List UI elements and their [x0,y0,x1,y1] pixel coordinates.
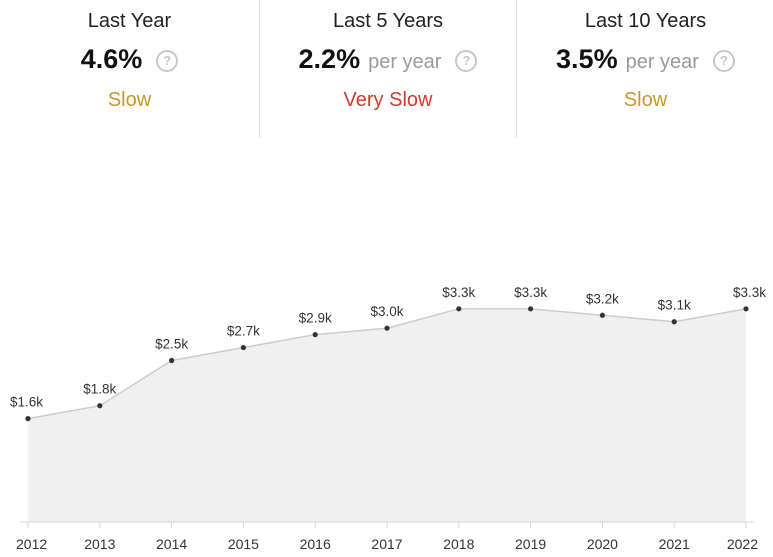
data-label: $1.8k [83,382,116,397]
data-point[interactable] [169,357,175,364]
x-tick-label: 2012 [16,536,47,552]
data-label: $3.2k [586,291,619,306]
question-circle-icon[interactable]: ? [455,50,478,72]
growth-area-chart: 2012 2013 2014 2015 2016 2017 2018 2019 2020 2021… [10,285,766,552]
data-label: $2.7k [227,324,260,339]
x-tick-label: 2017 [371,536,402,552]
stat-rating: Slow [107,89,152,111]
x-tick-label: 2022 [727,536,758,552]
data-label: $3.3k [514,285,547,300]
data-label: $3.0k [370,304,403,319]
data-label: $1.6k [10,395,43,410]
growth-stats: Last Year 4.6% ? Slow Last 5 Years 2.2% … [0,0,773,140]
stat-unit: per year [368,51,442,73]
stat-value: 3.5% [556,44,618,74]
area-fill [28,308,746,522]
stat-last-5-years: Last 5 Years 2.2% per year ? Very Slow [259,0,516,138]
x-tick-label: 2013 [84,536,115,552]
x-tick-label: 2019 [515,536,546,552]
stat-title: Last 5 Years [332,10,444,32]
stat-value-row: 4.6% ? [0,44,259,75]
data-label: $2.9k [299,311,332,326]
data-label: $3.3k [733,285,766,300]
stat-value-row: 2.2% per year ? [260,44,516,75]
stat-last-year: Last Year 4.6% ? Slow [0,0,259,138]
x-tick-label: 2021 [659,536,690,552]
stat-value-row: 3.5% per year ? [517,44,773,75]
stat-unit: per year [625,51,699,73]
data-label: $3.1k [658,298,691,313]
stat-title: Last Year [87,10,172,32]
stat-value: 2.2% [298,44,361,74]
data-point[interactable] [384,325,390,331]
stat-value: 4.6% [80,44,143,74]
data-points [25,306,749,422]
chart-area-layer [27,308,747,522]
data-point[interactable] [599,312,606,318]
data-point[interactable] [312,332,318,338]
data-point[interactable] [743,306,749,312]
data-point[interactable] [671,319,677,325]
x-axis: 2012 2013 2014 2015 2016 2017 2018 2019 2020 2021… [16,521,758,552]
x-tick-label: 2020 [587,536,618,552]
data-point[interactable] [97,403,103,409]
data-label: $3.3k [442,285,475,300]
x-tick-label: 2015 [228,536,259,552]
x-tick-label: 2018 [443,536,474,552]
question-circle-icon[interactable]: ? [712,50,735,72]
stat-rating: Slow [623,89,668,111]
data-point[interactable] [240,344,246,351]
data-labels: $1.6k $1.8k $2.5k $2.7k $2.9k $3.0k $3.3k $3.3k… [10,285,766,410]
x-tick-label: 2014 [156,536,187,552]
stat-title: Last 10 Years [584,10,707,32]
stat-last-10-years: Last 10 Years 3.5% per year ? Slow [516,0,773,138]
question-circle-icon[interactable]: ? [156,50,179,72]
x-tick-label: 2016 [300,536,331,552]
data-point[interactable] [528,306,534,312]
data-label: $2.5k [155,337,188,352]
data-point[interactable] [25,416,31,422]
stat-rating: Very Slow [343,89,433,111]
data-point[interactable] [456,306,462,312]
